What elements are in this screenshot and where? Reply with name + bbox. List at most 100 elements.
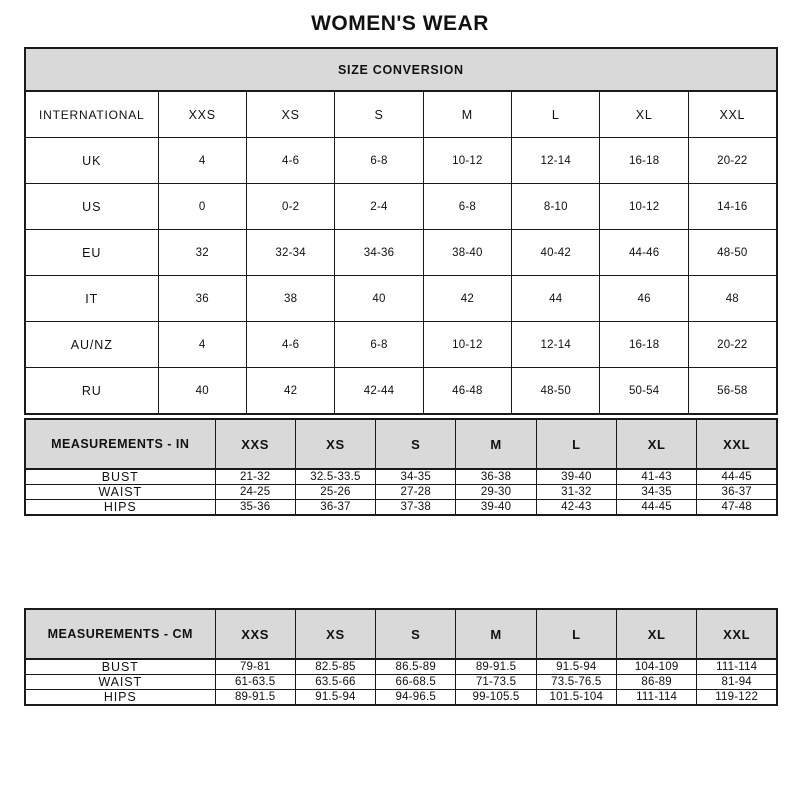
table-cell: 56-58 [687,367,778,415]
table-cell: 6-8 [334,321,424,368]
table-cell: 37-38 [375,499,457,516]
table-cell: 40 [334,275,424,322]
table-cell: 44-45 [696,468,778,485]
column-header-size: M [455,608,537,660]
table-cell: 42-43 [535,499,617,516]
row-label: UK [24,137,159,184]
row-label: RU [24,367,159,415]
table-cell: 111-114 [615,689,698,706]
table-cell: 2-4 [334,183,424,230]
table-row: HIPS 35-36 36-37 37-38 39-40 42-43 44-45 47-48 [24,499,778,516]
column-header-size: XL [615,608,698,660]
row-label: WAIST [24,484,216,500]
measurements-cm-table: MEASUREMENTS - CM XXS XS S M L XL XXL BUST 79-81 8… [24,608,779,706]
column-header-label: INTERNATIONAL [24,90,159,138]
table-cell: 14-16 [687,183,778,230]
column-header-size: XS [294,608,377,660]
table-cell: 91.5-94 [294,689,377,706]
table-cell: 20-22 [687,321,778,368]
table-cell: 32.5-33.5 [294,468,377,485]
row-label: US [24,183,159,230]
table-cell: 48-50 [687,229,778,276]
column-header-size: XXL [696,608,778,660]
table-cell: 44-45 [615,499,698,516]
column-header-label: MEASUREMENTS - IN [24,418,216,470]
table-cell: 38-40 [422,229,513,276]
table-cell: 81-94 [696,674,778,690]
table-cell: 10-12 [422,137,513,184]
column-header-label: MEASUREMENTS - CM [24,608,216,660]
table-row: HIPS 89-91.5 91.5-94 94-96.5 99-105.5 101.5-1… [24,689,778,706]
table-banner-row: SIZE CONVERSION [24,47,778,92]
table-cell: 99-105.5 [455,689,537,706]
table-cell: 46-48 [422,367,513,415]
measurements-in-table: MEASUREMENTS - IN XXS XS S M L XL XXL BUST 21-32 3… [24,418,779,516]
table-cell: 4 [157,137,247,184]
table-cell: 36-38 [455,468,537,485]
table-cell: 34-35 [615,484,698,500]
table-cell: 32-34 [245,229,336,276]
table-cell: 36-37 [294,499,377,516]
column-header-size: L [535,608,617,660]
table-row: IT 36 38 40 42 44 46 48 [24,275,778,322]
table-cell: 4 [157,321,247,368]
column-header-size: XXL [696,418,778,470]
column-header-size: XL [615,418,698,470]
row-label: BUST [24,468,216,485]
table-cell: 63.5-66 [294,674,377,690]
column-header-size: S [375,608,457,660]
column-header-size: M [422,90,513,138]
table-cell: 79-81 [214,658,296,675]
table-cell: 91.5-94 [535,658,617,675]
table-cell: 0-2 [245,183,336,230]
table-cell: 71-73.5 [455,674,537,690]
table-cell: 119-122 [696,689,778,706]
column-header-size: L [535,418,617,470]
table-cell: 39-40 [455,499,537,516]
table-row: RU 40 42 42-44 46-48 48-50 50-54 56-58 [24,367,778,415]
table-cell: 32 [157,229,247,276]
table-cell: 29-30 [455,484,537,500]
table-cell: 24-25 [214,484,296,500]
column-header-size: XS [294,418,377,470]
table-row: WAIST 24-25 25-26 27-28 29-30 31-32 34-35 36-37 [24,484,778,500]
table-cell: 94-96.5 [375,689,457,706]
table-cell: 101.5-104 [535,689,617,706]
row-label: IT [24,275,159,322]
table-cell: 44 [511,275,601,322]
table-cell: 31-32 [535,484,617,500]
table-row: EU 32 32-34 34-36 38-40 40-42 44-46 48-50 [24,229,778,276]
table-row: WAIST 61-63.5 63.5-66 66-68.5 71-73.5 73.5-76… [24,674,778,690]
measurements-cm-table-wrapper: MEASUREMENTS - CM XXS XS S M L XL XXL BUST 79-81 8… [24,608,779,706]
column-header-size: XL [599,90,689,138]
table-cell: 42 [245,367,336,415]
table-cell: 38 [245,275,336,322]
table-cell: 50-54 [599,367,689,415]
column-header-size: S [334,90,424,138]
table-cell: 66-68.5 [375,674,457,690]
table-cell: 61-63.5 [214,674,296,690]
table-cell: 16-18 [599,137,689,184]
table-cell: 47-48 [696,499,778,516]
table-cell: 6-8 [422,183,513,230]
table-cell: 25-26 [294,484,377,500]
table-cell: 4-6 [245,137,336,184]
column-header-size: M [455,418,537,470]
table-header-row: MEASUREMENTS - CM XXS XS S M L XL XXL [24,608,778,660]
table-cell: 111-114 [696,658,778,675]
row-label: BUST [24,658,216,675]
table-cell: 27-28 [375,484,457,500]
measurements-in-table-wrapper: MEASUREMENTS - IN XXS XS S M L XL XXL BUST 21-32 3… [24,418,779,516]
table-cell: 4-6 [245,321,336,368]
table-cell: 82.5-85 [294,658,377,675]
table-cell: 6-8 [334,137,424,184]
table-cell: 21-32 [214,468,296,485]
table-cell: 39-40 [535,468,617,485]
table-row: BUST 21-32 32.5-33.5 34-35 36-38 39-40 41-43 44… [24,468,778,485]
column-header-size: XXS [157,90,247,138]
column-header-size: XXS [214,608,296,660]
table-cell: 46 [599,275,689,322]
table-cell: 86-89 [615,674,698,690]
table-cell: 41-43 [615,468,698,485]
table-cell: 104-109 [615,658,698,675]
